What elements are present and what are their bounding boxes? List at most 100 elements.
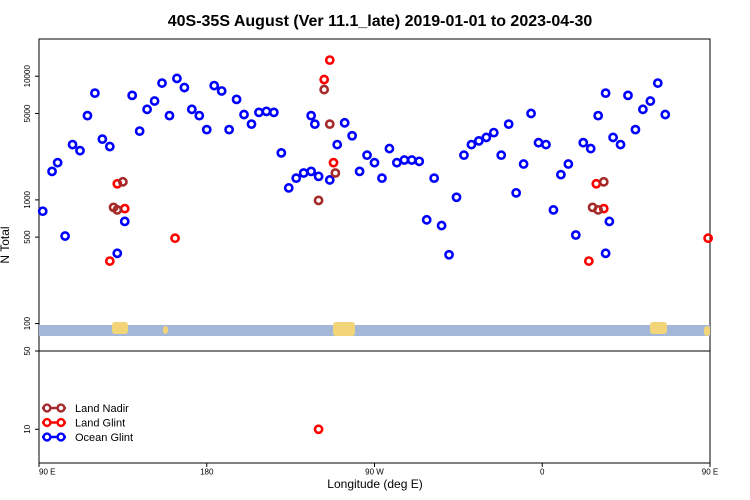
data-point <box>67 139 78 150</box>
x-tick-label: 0 <box>540 468 545 477</box>
data-point <box>421 214 432 225</box>
data-point <box>652 78 663 88</box>
data-point <box>194 110 205 121</box>
data-point <box>526 108 536 119</box>
data-point <box>313 171 324 182</box>
x-tick-label: 90 E <box>39 468 55 477</box>
legend-marker <box>42 403 52 413</box>
data-point <box>330 168 341 178</box>
data-point <box>224 124 235 135</box>
data-point <box>261 106 272 117</box>
data-point <box>117 176 128 187</box>
data-point <box>623 90 633 101</box>
data-point <box>112 248 123 259</box>
data-point <box>172 73 182 84</box>
y-axis-label: N Total <box>0 226 12 263</box>
map-land <box>112 322 128 334</box>
data-point <box>555 169 566 180</box>
map-land <box>333 322 355 336</box>
data-point <box>75 145 85 156</box>
data-point <box>142 104 153 115</box>
data-point <box>604 216 615 227</box>
data-point <box>164 110 175 121</box>
data-point <box>309 119 320 130</box>
data-point <box>306 166 317 177</box>
data-point <box>283 183 294 193</box>
y-tick-label: 1000 <box>23 190 32 208</box>
data-point <box>593 110 604 121</box>
data-point <box>563 159 574 169</box>
data-point <box>339 117 350 128</box>
legend-marker <box>42 432 52 442</box>
map-land <box>650 322 667 334</box>
data-point <box>82 110 93 121</box>
data-point <box>615 139 626 150</box>
data-point <box>638 104 648 115</box>
legend: Land Nadir Land Glint Ocean Glint <box>42 403 133 444</box>
data-point <box>511 187 522 198</box>
data-point <box>451 192 462 203</box>
y-axis: 100 500 1000 5000 10000 10 50 <box>23 65 39 434</box>
legend-marker <box>42 417 52 428</box>
data-point <box>496 150 507 161</box>
data-point <box>429 173 440 184</box>
data-point <box>518 159 529 169</box>
data-point <box>593 205 604 215</box>
data-point <box>488 127 499 138</box>
data-point <box>313 195 324 206</box>
y-tick-label: 10000 <box>23 65 32 88</box>
data-point <box>104 141 115 152</box>
data-point <box>600 248 611 259</box>
data-point <box>112 205 123 215</box>
data-point <box>306 110 317 121</box>
data-points <box>37 55 714 435</box>
series-ocean-glint <box>37 73 671 260</box>
data-point <box>600 88 611 99</box>
data-point <box>583 256 594 266</box>
data-point <box>97 134 108 145</box>
data-point <box>369 157 380 168</box>
x-axis-label: Longitude (deg E) <box>327 477 422 491</box>
data-point <box>585 143 596 154</box>
y-tick-label: 5000 <box>23 104 32 122</box>
data-point <box>313 424 324 435</box>
legend-marker <box>56 432 66 442</box>
data-point <box>598 203 609 214</box>
data-point <box>541 139 551 150</box>
data-point <box>354 166 365 177</box>
data-point <box>332 139 343 150</box>
data-point <box>119 216 130 227</box>
data-point <box>149 96 160 106</box>
data-point <box>459 150 469 161</box>
plot-area: 100 500 1000 5000 10000 10 50 90 E 180 90 W 0 90 E… <box>23 38 718 477</box>
data-point <box>119 203 130 214</box>
data-point <box>134 126 145 136</box>
data-point <box>481 132 492 143</box>
data-point <box>399 155 410 165</box>
data-point <box>414 156 425 167</box>
data-point <box>444 249 454 260</box>
legend-label: Land Nadir <box>75 403 129 415</box>
data-point <box>645 96 656 106</box>
data-point <box>703 233 714 244</box>
data-point <box>52 157 63 168</box>
data-point <box>201 124 212 135</box>
map-land <box>704 326 710 336</box>
data-point <box>328 157 339 168</box>
data-point <box>319 84 330 95</box>
x-tick-label: 90 E <box>702 468 718 477</box>
data-point <box>37 206 48 217</box>
data-point <box>298 168 309 178</box>
data-point <box>276 147 287 158</box>
series-land-glint <box>104 55 714 435</box>
x-tick-label: 180 <box>200 468 214 477</box>
data-point <box>157 78 167 88</box>
data-point <box>598 176 609 187</box>
legend-marker <box>56 417 66 428</box>
data-point <box>127 90 138 101</box>
data-point <box>660 109 671 120</box>
data-point <box>268 107 279 118</box>
data-point <box>466 139 477 150</box>
x-tick-label: 90 W <box>365 468 384 477</box>
